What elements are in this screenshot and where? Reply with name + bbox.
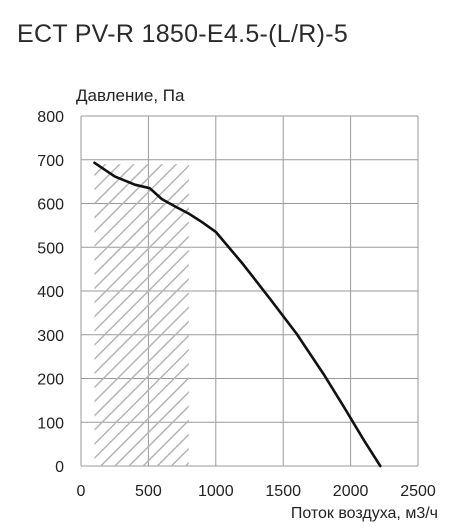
series-line-0: [93, 161, 382, 468]
x-tick-label: 0: [77, 483, 86, 500]
y-axis-label: Давление, Па: [76, 86, 185, 105]
hatched-area: [94, 164, 189, 466]
x-tick-label: 1500: [265, 483, 301, 500]
y-tick-label: 0: [55, 459, 64, 476]
y-tick-label: 700: [37, 153, 64, 170]
y-tick-label: 600: [37, 197, 64, 214]
y-tick-label: 800: [37, 109, 64, 126]
x-axis-label: Поток воздуха, м3/ч: [290, 505, 438, 522]
y-tick-label: 400: [37, 284, 64, 301]
y-tick-label: 300: [37, 328, 64, 345]
x-tick-label: 500: [135, 483, 162, 500]
tick-labels: 0 500 1000 1500 2000 2500 0 100 200 300 400 500 600 7…: [37, 109, 436, 500]
curve: [93, 161, 382, 468]
x-tick-label: 2500: [400, 483, 436, 500]
chart-title: ECT PV-R 1850-E4.5-(L/R)-5: [17, 20, 349, 48]
y-tick-label: 500: [37, 240, 64, 257]
y-tick-label: 100: [37, 415, 64, 432]
x-tick-label: 2000: [333, 483, 369, 500]
y-tick-label: 200: [37, 372, 64, 389]
hatched-region: [94, 164, 189, 466]
x-tick-label: 1000: [198, 483, 234, 500]
